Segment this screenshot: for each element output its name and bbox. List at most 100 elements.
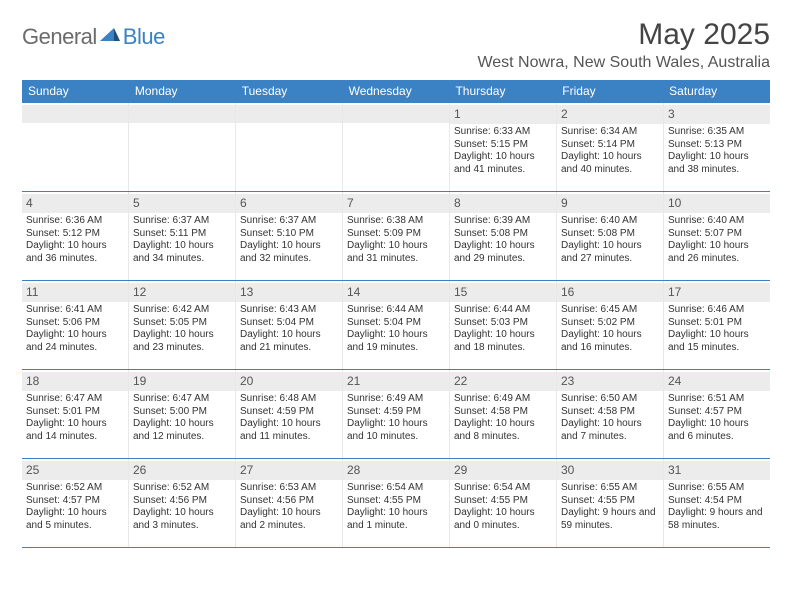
sunset-text: Sunset: 5:11 PM <box>133 228 231 241</box>
day-number: 28 <box>343 461 449 480</box>
sunrise-text: Sunrise: 6:44 AM <box>454 304 552 317</box>
sunrise-text: Sunrise: 6:42 AM <box>133 304 231 317</box>
sunrise-text: Sunrise: 6:44 AM <box>347 304 445 317</box>
day-number: 13 <box>236 283 342 302</box>
weeks-container: 1Sunrise: 6:33 AMSunset: 5:15 PMDaylight… <box>22 102 770 547</box>
daylight-text: Daylight: 10 hours and 6 minutes. <box>668 418 766 443</box>
sunrise-text: Sunrise: 6:49 AM <box>454 393 552 406</box>
sunset-text: Sunset: 5:04 PM <box>240 317 338 330</box>
day-number: 16 <box>557 283 663 302</box>
daylight-text: Daylight: 10 hours and 15 minutes. <box>668 329 766 354</box>
daylight-text: Daylight: 10 hours and 7 minutes. <box>561 418 659 443</box>
day-number: 25 <box>22 461 128 480</box>
sunrise-text: Sunrise: 6:55 AM <box>561 482 659 495</box>
sunrise-text: Sunrise: 6:36 AM <box>26 215 124 228</box>
day-cell: 22Sunrise: 6:49 AMSunset: 4:58 PMDayligh… <box>450 370 557 458</box>
brand-triangle-icon <box>100 25 120 46</box>
day-number <box>129 105 235 123</box>
daylight-text: Daylight: 10 hours and 11 minutes. <box>240 418 338 443</box>
day-number: 23 <box>557 372 663 391</box>
sunrise-text: Sunrise: 6:37 AM <box>240 215 338 228</box>
brand-logo: General Blue <box>22 24 165 50</box>
sunrise-text: Sunrise: 6:54 AM <box>347 482 445 495</box>
sunset-text: Sunset: 5:13 PM <box>668 139 766 152</box>
sunrise-text: Sunrise: 6:47 AM <box>26 393 124 406</box>
day-number: 1 <box>450 105 556 124</box>
day-number <box>236 105 342 123</box>
sunset-text: Sunset: 5:15 PM <box>454 139 552 152</box>
day-cell: 27Sunrise: 6:53 AMSunset: 4:56 PMDayligh… <box>236 459 343 547</box>
day-cell: 9Sunrise: 6:40 AMSunset: 5:08 PMDaylight… <box>557 192 664 280</box>
sunset-text: Sunset: 4:57 PM <box>668 406 766 419</box>
sunset-text: Sunset: 5:01 PM <box>668 317 766 330</box>
day-cell: 19Sunrise: 6:47 AMSunset: 5:00 PMDayligh… <box>129 370 236 458</box>
sunset-text: Sunset: 5:05 PM <box>133 317 231 330</box>
day-number: 18 <box>22 372 128 391</box>
sunrise-text: Sunrise: 6:47 AM <box>133 393 231 406</box>
day-number: 27 <box>236 461 342 480</box>
day-number: 26 <box>129 461 235 480</box>
sunrise-text: Sunrise: 6:49 AM <box>347 393 445 406</box>
dow-header: Thursday <box>449 80 556 102</box>
day-cell: 24Sunrise: 6:51 AMSunset: 4:57 PMDayligh… <box>664 370 770 458</box>
daylight-text: Daylight: 10 hours and 8 minutes. <box>454 418 552 443</box>
day-number: 30 <box>557 461 663 480</box>
day-cell <box>236 103 343 191</box>
sunrise-text: Sunrise: 6:55 AM <box>668 482 766 495</box>
day-cell: 28Sunrise: 6:54 AMSunset: 4:55 PMDayligh… <box>343 459 450 547</box>
brand-blue: Blue <box>123 24 165 50</box>
sunrise-text: Sunrise: 6:38 AM <box>347 215 445 228</box>
day-number: 24 <box>664 372 770 391</box>
daylight-text: Daylight: 10 hours and 18 minutes. <box>454 329 552 354</box>
day-cell: 26Sunrise: 6:52 AMSunset: 4:56 PMDayligh… <box>129 459 236 547</box>
week-row: 11Sunrise: 6:41 AMSunset: 5:06 PMDayligh… <box>22 280 770 369</box>
week-row: 1Sunrise: 6:33 AMSunset: 5:15 PMDaylight… <box>22 102 770 191</box>
day-number: 21 <box>343 372 449 391</box>
day-cell: 8Sunrise: 6:39 AMSunset: 5:08 PMDaylight… <box>450 192 557 280</box>
day-cell <box>343 103 450 191</box>
day-number: 4 <box>22 194 128 213</box>
sunset-text: Sunset: 4:59 PM <box>347 406 445 419</box>
sunset-text: Sunset: 5:09 PM <box>347 228 445 241</box>
sunrise-text: Sunrise: 6:37 AM <box>133 215 231 228</box>
sunset-text: Sunset: 5:08 PM <box>561 228 659 241</box>
daylight-text: Daylight: 10 hours and 32 minutes. <box>240 240 338 265</box>
day-number: 12 <box>129 283 235 302</box>
daylight-text: Daylight: 9 hours and 58 minutes. <box>668 507 766 532</box>
day-number: 8 <box>450 194 556 213</box>
sunset-text: Sunset: 4:54 PM <box>668 495 766 508</box>
sunrise-text: Sunrise: 6:39 AM <box>454 215 552 228</box>
day-number <box>343 105 449 123</box>
calendar-grid: Sunday Monday Tuesday Wednesday Thursday… <box>22 80 770 548</box>
sunset-text: Sunset: 5:10 PM <box>240 228 338 241</box>
sunset-text: Sunset: 4:55 PM <box>347 495 445 508</box>
day-cell: 21Sunrise: 6:49 AMSunset: 4:59 PMDayligh… <box>343 370 450 458</box>
location-text: West Nowra, New South Wales, Australia <box>477 54 770 72</box>
day-cell <box>129 103 236 191</box>
sunset-text: Sunset: 4:58 PM <box>561 406 659 419</box>
daylight-text: Daylight: 10 hours and 38 minutes. <box>668 151 766 176</box>
day-cell: 12Sunrise: 6:42 AMSunset: 5:05 PMDayligh… <box>129 281 236 369</box>
title-block: May 2025 West Nowra, New South Wales, Au… <box>477 18 770 72</box>
dow-header: Friday <box>556 80 663 102</box>
dow-header-row: Sunday Monday Tuesday Wednesday Thursday… <box>22 80 770 102</box>
day-cell: 23 Sunrise: 6:50 AMSunset: 4:58 PMDayligh… <box>557 370 664 458</box>
sunset-text: Sunset: 5:02 PM <box>561 317 659 330</box>
sunset-text: Sunset: 5:07 PM <box>668 228 766 241</box>
daylight-text: Daylight: 10 hours and 0 minutes. <box>454 507 552 532</box>
daylight-text: Daylight: 10 hours and 14 minutes. <box>26 418 124 443</box>
day-cell: 15Sunrise: 6:44 AMSunset: 5:03 PMDayligh… <box>450 281 557 369</box>
daylight-text: Daylight: 9 hours and 59 minutes. <box>561 507 659 532</box>
sunset-text: Sunset: 4:56 PM <box>133 495 231 508</box>
day-cell: 16Sunrise: 6:45 AMSunset: 5:02 PMDayligh… <box>557 281 664 369</box>
daylight-text: Daylight: 10 hours and 29 minutes. <box>454 240 552 265</box>
day-cell: 13Sunrise: 6:43 AMSunset: 5:04 PMDayligh… <box>236 281 343 369</box>
day-cell: 6Sunrise: 6:37 AMSunset: 5:10 PMDaylight… <box>236 192 343 280</box>
day-cell: 20Sunrise: 6:48 AMSunset: 4:59 PMDayligh… <box>236 370 343 458</box>
day-number: 14 <box>343 283 449 302</box>
sunrise-text: Sunrise: 6:40 AM <box>668 215 766 228</box>
day-cell: 2Sunrise: 6:34 AMSunset: 5:14 PMDaylight… <box>557 103 664 191</box>
sunset-text: Sunset: 5:03 PM <box>454 317 552 330</box>
sunset-text: Sunset: 4:56 PM <box>240 495 338 508</box>
sunrise-text: Sunrise: 6:50 AM <box>561 393 659 406</box>
